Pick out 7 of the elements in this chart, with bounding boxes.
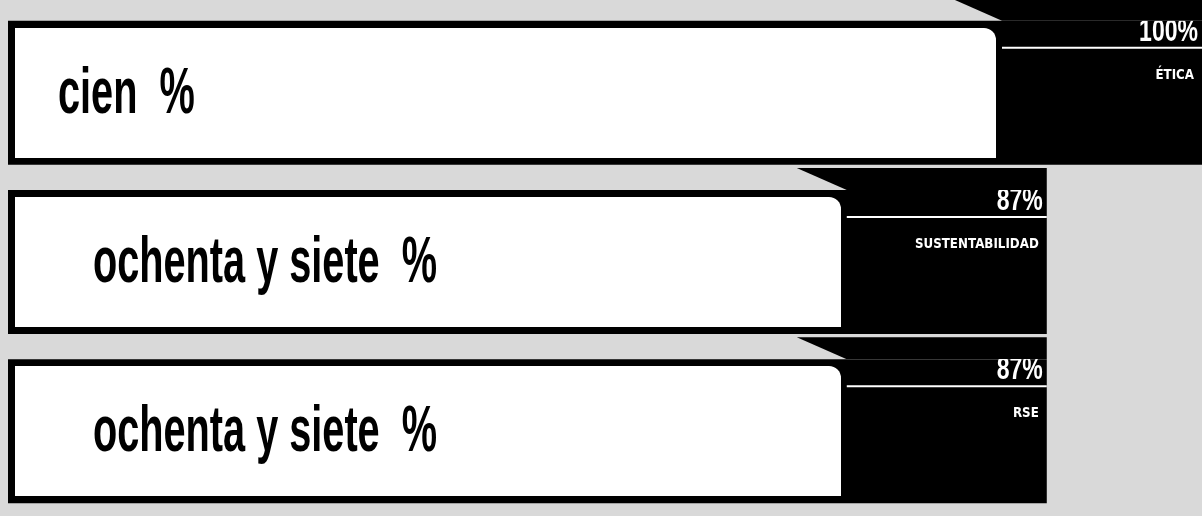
annotation: ochenta y siete % xyxy=(93,393,438,466)
data-label: 100% xyxy=(1139,12,1199,48)
y-tick-label: SUSTENTABILIDAD xyxy=(914,235,1039,252)
y-tick-label: RSE xyxy=(1012,404,1039,421)
annotation: cien % xyxy=(58,54,195,127)
y-tick-label: ÉTICA xyxy=(1155,65,1194,82)
annotation: ochenta y siete % xyxy=(93,224,438,296)
